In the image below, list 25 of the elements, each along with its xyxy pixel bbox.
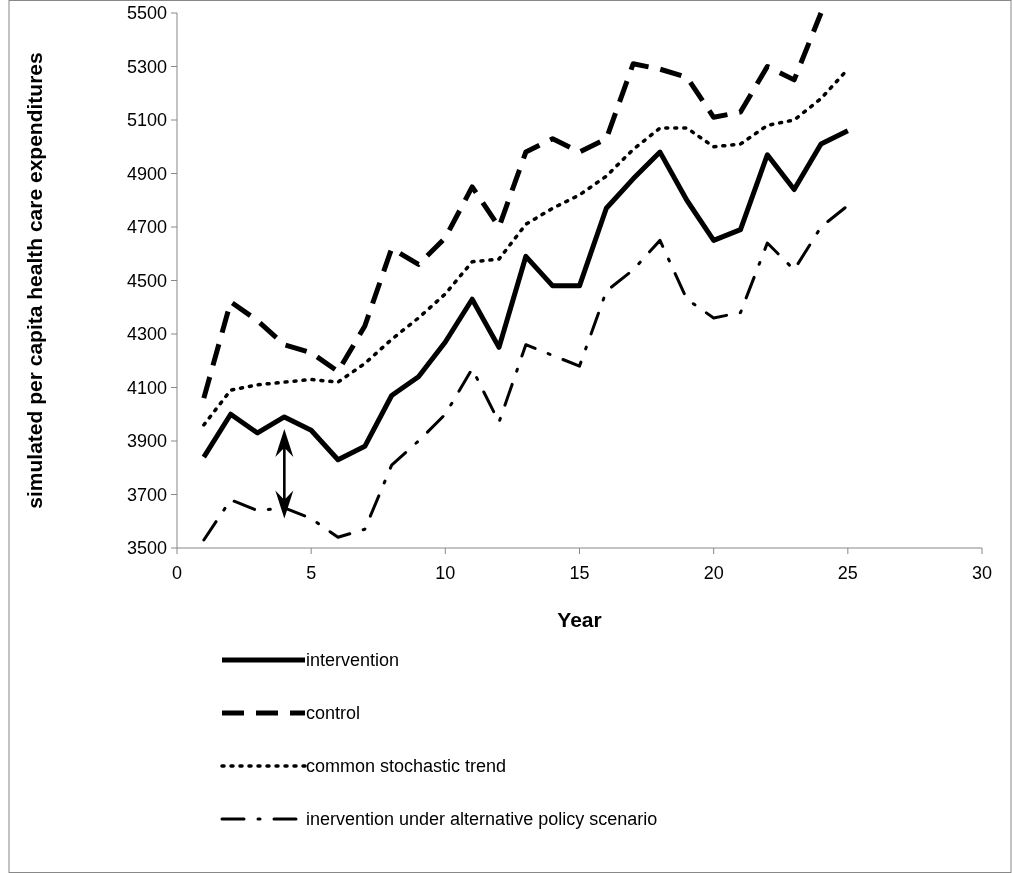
x-tick-label: 10 <box>435 563 456 583</box>
x-tick-label: 15 <box>569 563 590 583</box>
y-tick-label: 4900 <box>126 163 167 184</box>
x-axis-title: Year <box>557 608 602 631</box>
y-tick-label: 4700 <box>126 217 167 238</box>
legend-label: inervention under alternative policy scenario <box>306 809 658 830</box>
y-tick-label: 4100 <box>126 377 167 398</box>
legend-label: common stochastic trend <box>306 756 507 777</box>
line-series <box>202 204 850 542</box>
y-tick-label: 4500 <box>126 270 167 291</box>
y-tick-label: 4300 <box>126 324 167 345</box>
y-tick-label: 5300 <box>126 56 167 77</box>
y-tick-label: 3500 <box>126 538 167 559</box>
legend-label: control <box>306 703 361 724</box>
x-tick-label: 0 <box>171 563 183 583</box>
y-tick-label: 5500 <box>126 3 167 24</box>
y-axis-title: simulated per capita health care expenditures <box>23 52 46 509</box>
x-tick-label: 20 <box>703 563 724 583</box>
legend-label: intervention <box>306 650 400 671</box>
y-tick-label: 5100 <box>126 110 167 131</box>
x-tick-label: 25 <box>837 563 858 583</box>
x-tick-label: 30 <box>971 563 993 583</box>
y-tick-label: 3900 <box>126 431 167 452</box>
x-tick-label: 5 <box>306 563 317 583</box>
y-tick-label: 3700 <box>126 484 167 505</box>
